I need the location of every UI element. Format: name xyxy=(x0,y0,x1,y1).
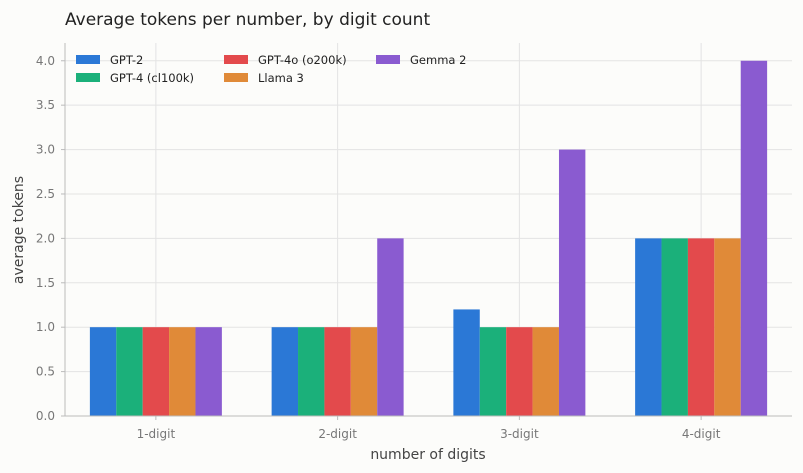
legend-label: GPT-2 xyxy=(110,53,143,67)
legend-label: Llama 3 xyxy=(258,71,304,85)
x-tick-label: 2-digit xyxy=(318,427,357,441)
x-axis-label: number of digits xyxy=(370,447,485,463)
y-tick-label: 1.5 xyxy=(36,276,55,290)
legend-item: Gemma 2 xyxy=(376,53,466,67)
x-tick-label: 1-digit xyxy=(137,427,176,441)
y-tick-label: 1.0 xyxy=(36,320,55,334)
y-tick-label: 3.0 xyxy=(36,143,55,157)
legend-item: Llama 3 xyxy=(224,71,304,85)
x-tick-label: 4-digit xyxy=(682,427,721,441)
bar xyxy=(453,309,480,416)
y-tick-label: 0.5 xyxy=(36,365,55,379)
chart-title: Average tokens per number, by digit coun… xyxy=(65,10,430,30)
legend-swatch xyxy=(76,73,100,82)
y-tick-label: 0.0 xyxy=(36,409,55,423)
x-tick-label: 3-digit xyxy=(500,427,539,441)
y-tick-label: 3.5 xyxy=(36,98,55,112)
bar xyxy=(142,327,170,416)
bar xyxy=(169,327,196,416)
y-tick-label: 2.5 xyxy=(36,187,55,201)
legend-label: GPT-4o (o200k) xyxy=(258,53,347,67)
bar xyxy=(506,327,533,416)
bar xyxy=(324,327,351,416)
y-tick-label: 2.0 xyxy=(36,231,55,245)
legend-item: GPT-2 xyxy=(76,53,143,67)
bar xyxy=(298,327,325,416)
legend-swatch xyxy=(224,73,248,82)
legend-item: GPT-4o (o200k) xyxy=(224,53,347,67)
bar xyxy=(479,327,507,416)
legend-swatch xyxy=(376,55,400,64)
bar xyxy=(350,327,378,416)
bar xyxy=(635,238,662,416)
bar xyxy=(661,238,688,416)
legend-label: Gemma 2 xyxy=(410,53,466,67)
bar xyxy=(271,327,299,416)
bar xyxy=(377,238,404,416)
axes xyxy=(61,43,792,420)
bar xyxy=(195,327,222,416)
bar xyxy=(714,238,741,416)
legend-label: GPT-4 (cl100k) xyxy=(110,71,194,85)
y-axis-label: average tokens xyxy=(11,176,27,284)
legend: GPT-2 GPT-4 (cl100k) GPT-4o (o200k) Llama 3… xyxy=(76,53,466,85)
bar xyxy=(532,327,559,416)
bar xyxy=(89,327,117,416)
x-tick-labels: 1-digit 2-digit 3-digit 4-digit xyxy=(137,427,721,441)
legend-item: GPT-4 (cl100k) xyxy=(76,71,194,85)
bar xyxy=(116,327,143,416)
bar xyxy=(687,238,715,416)
bar xyxy=(740,60,768,417)
y-tick-label: 4.0 xyxy=(36,54,55,68)
y-tick-labels: 0.0 0.5 1.0 1.5 2.0 2.5 3.0 3.5 4.0 xyxy=(36,54,55,423)
bar xyxy=(558,149,586,417)
legend-swatch xyxy=(76,55,100,64)
legend-swatch xyxy=(224,55,248,64)
bars xyxy=(89,60,768,417)
